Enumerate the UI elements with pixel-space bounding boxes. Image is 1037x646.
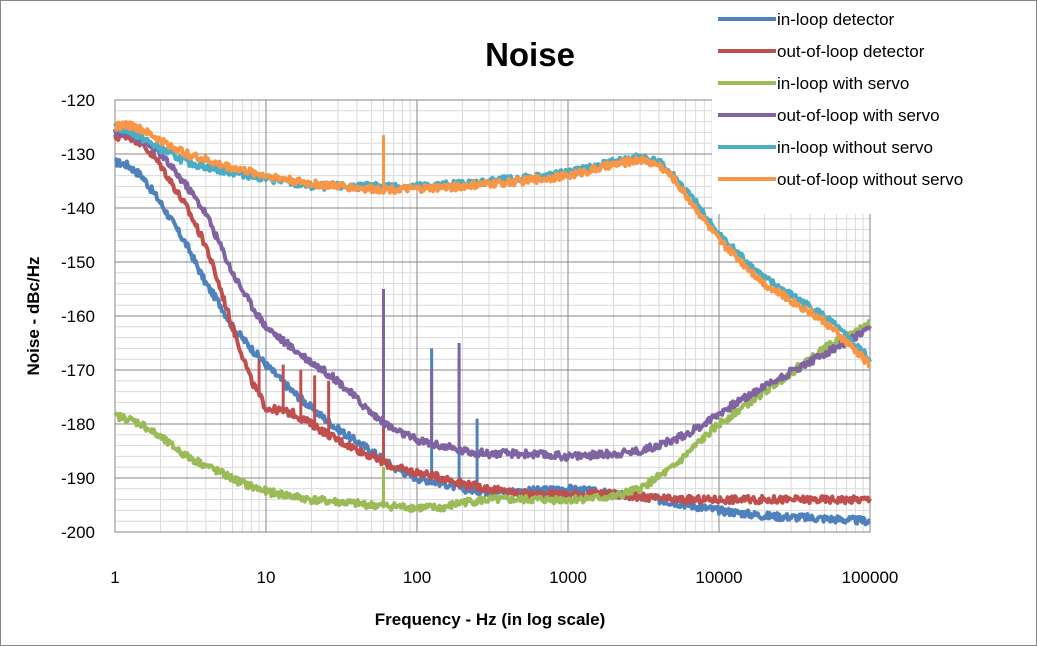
chart-title: Noise — [485, 36, 575, 73]
legend: in-loop detector out-of-loop detector in-l… — [712, 6, 1034, 214]
y-tick-label: -200 — [61, 523, 95, 542]
x-tick-label: 100 — [403, 568, 431, 587]
y-axis-label: Noise - dBc/Hz — [24, 256, 43, 375]
plot-area-border — [114, 99, 871, 533]
y-tick-label: -130 — [61, 145, 95, 164]
x-tick-label: 10000 — [695, 568, 742, 587]
x-tick-labels: 1 10 100 1000 10000 100000 — [110, 568, 898, 587]
y-tick-label: -150 — [61, 253, 95, 272]
x-tick-label: 10 — [257, 568, 276, 587]
y-tick-labels: -200 -190 -180 -170 -160 -150 -140 -130 -120 — [61, 91, 95, 542]
y-tick-label: -190 — [61, 469, 95, 488]
y-tick-label: -170 — [61, 361, 95, 380]
series-line-3 — [113, 319, 872, 513]
series-line-6 — [114, 120, 871, 369]
y-tick-label: -160 — [61, 307, 95, 326]
legend-label-6: out-of-loop without servo — [777, 170, 963, 189]
x-tick-label: 100000 — [842, 568, 899, 587]
y-tick-label: -120 — [61, 91, 95, 110]
y-tick-label: -180 — [61, 415, 95, 434]
series-line-2 — [113, 132, 872, 506]
legend-label-3: in-loop with servo — [777, 74, 909, 93]
x-axis-label: Frequency - Hz (in log scale) — [375, 610, 606, 629]
x-tick-label: 1 — [110, 568, 119, 587]
x-tick-label: 1000 — [549, 568, 587, 587]
legend-label-5: in-loop without servo — [777, 138, 933, 157]
legend-label-4: out-of-loop with servo — [777, 106, 940, 125]
y-tick-label: -140 — [61, 199, 95, 218]
legend-label-2: out-of-loop detector — [777, 42, 925, 61]
series-line-4 — [113, 127, 872, 462]
series-layer — [113, 120, 872, 527]
legend-label-1: in-loop detector — [777, 10, 895, 29]
